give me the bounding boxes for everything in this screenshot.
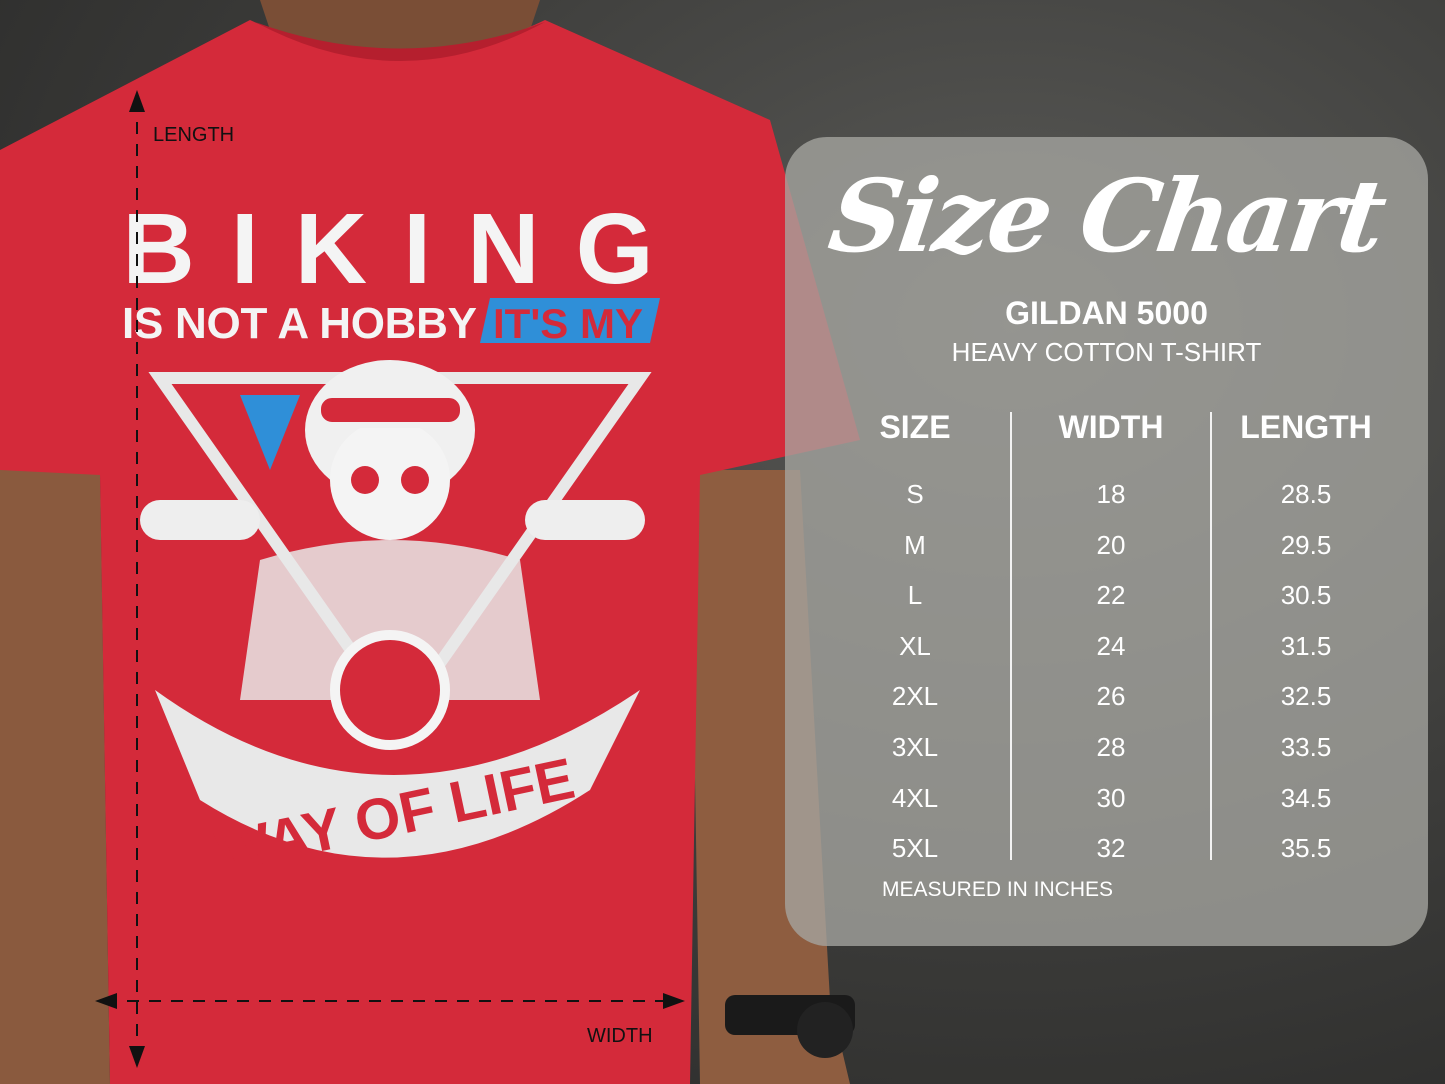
table-cell-length: 30.5 (1280, 580, 1332, 611)
header-length: LENGTH (1240, 409, 1372, 445)
width-column: WIDTH 18 20 22 24 26 28 30 32 (1011, 409, 1211, 874)
table-cell-width: 20 (1096, 529, 1126, 560)
table-cell-length: 31.5 (1280, 630, 1332, 661)
table-cell-size: 4XL (891, 782, 939, 813)
width-measure-line (95, 993, 685, 1009)
header-size: SIZE (879, 409, 951, 445)
table-cell-length: 28.5 (1280, 479, 1332, 509)
table-cell-width: 28 (1096, 731, 1126, 762)
units-note: MEASURED IN INCHES (882, 878, 1114, 901)
table-cell-length: 34.5 (1280, 782, 1332, 813)
table-cell-width: 32 (1096, 833, 1126, 864)
column-divider (1210, 412, 1212, 860)
table-cell-length: 33.5 (1280, 731, 1332, 762)
table-cell-size: 5XL (891, 833, 939, 864)
brand-model: GILDAN 5000 (1005, 295, 1208, 331)
length-label: LENGTH (153, 124, 235, 146)
left-arm (0, 470, 110, 1084)
table-cell-size: M (904, 529, 926, 560)
table-cell-width: 24 (1096, 630, 1126, 661)
size-column: SIZE S M L XL 2XL 3XL 4XL 5XL (815, 409, 1015, 874)
table-cell-length: 32.5 (1280, 681, 1332, 712)
table-cell-length: 35.5 (1280, 833, 1332, 864)
table-cell-size: XL (899, 630, 931, 661)
table-cell-size: L (907, 580, 923, 611)
table-cell-length: 29.5 (1280, 529, 1332, 560)
table-cell-size: 3XL (891, 731, 939, 762)
length-column: LENGTH 28.5 29.5 30.5 31.5 32.5 33.5 34.5 35.5 (1206, 409, 1406, 874)
size-chart-panel: Size Chart GILDAN 5000 HEAVY COTTON T-SH… (785, 137, 1428, 946)
header-width: WIDTH (1058, 409, 1164, 445)
table-cell-width: 18 (1096, 479, 1126, 509)
size-chart-title: Size Chart (822, 157, 1391, 275)
graphic-hobby: IS NOT A HOBBY (122, 299, 477, 348)
table-cell-size: 2XL (891, 681, 939, 712)
table-cell-width: 22 (1096, 580, 1126, 611)
graphic-its-my: IT'S MY (493, 300, 643, 347)
length-measure-line (129, 90, 145, 1068)
table-cell-width: 26 (1096, 681, 1126, 712)
width-label: WIDTH (587, 1025, 653, 1047)
column-divider (1010, 412, 1012, 860)
table-cell-width: 30 (1096, 782, 1126, 813)
product-type: HEAVY COTTON T-SHIRT (951, 337, 1262, 367)
table-cell-size: S (906, 479, 924, 509)
